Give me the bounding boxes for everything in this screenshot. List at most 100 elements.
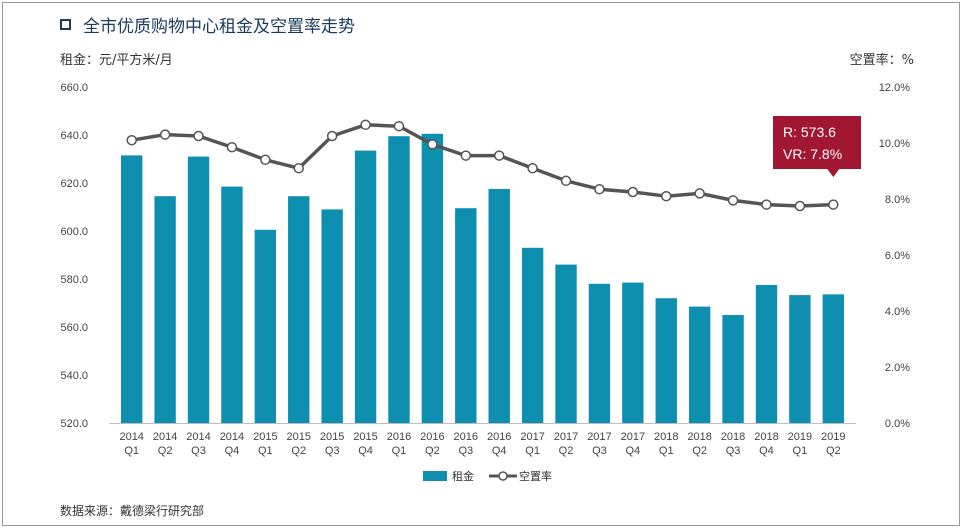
rent-bar <box>822 294 844 423</box>
vacancy-point <box>226 141 238 153</box>
square-bullet-icon <box>60 18 71 30</box>
x-tick-label-year: 2015 <box>353 431 377 443</box>
x-tick-label-quarter: Q3 <box>458 445 473 457</box>
x-tick-label-quarter: Q4 <box>759 445 774 457</box>
vacancy-line <box>131 123 834 208</box>
x-tick-label-quarter: Q2 <box>692 445 707 457</box>
x-tick-label-quarter: Q2 <box>826 445 841 457</box>
right-tick-label: 8.0% <box>885 194 910 206</box>
x-tick-label-quarter: Q1 <box>258 445 273 457</box>
rent-bar <box>154 196 176 423</box>
x-tick-label-quarter: Q2 <box>425 445 440 457</box>
x-tick-label-quarter: Q3 <box>191 445 206 457</box>
rent-bar <box>521 247 544 423</box>
x-tick-label-quarter: Q4 <box>625 445 640 457</box>
rent-bar <box>221 186 243 423</box>
x-tick-label-year: 2019 <box>788 431 812 443</box>
callout-rent-label: R: 573.6 <box>783 124 836 140</box>
vacancy-point <box>627 186 639 198</box>
left-tick-label: 660.0 <box>60 82 88 94</box>
left-tick-label: 520.0 <box>60 418 88 430</box>
left-tick-label: 620.0 <box>60 178 88 190</box>
right-tick-label: 10.0% <box>879 138 910 150</box>
legend-vacancy-marker <box>498 471 508 481</box>
rent-bar <box>254 229 277 423</box>
x-tick-label-year: 2018 <box>754 431 778 443</box>
callout-vacancy-label: VR: 7.8% <box>783 146 842 162</box>
rent-bar <box>455 208 477 423</box>
x-tick-label-quarter: Q1 <box>659 445 674 457</box>
left-tick-label: 600.0 <box>60 226 88 238</box>
vacancy-point <box>360 119 371 131</box>
rent-bar <box>187 156 210 423</box>
x-tick-label-year: 2018 <box>654 431 678 443</box>
x-tick-label-quarter: Q4 <box>225 445 240 457</box>
rent-bar <box>321 209 343 423</box>
vacancy-point <box>159 129 171 140</box>
rent-bar <box>421 133 444 424</box>
x-tick-label-quarter: Q4 <box>492 445 507 457</box>
vacancy-point <box>794 200 806 212</box>
x-tick-label-year: 2017 <box>621 431 645 443</box>
source-note: 数据来源：戴德梁行研究部 <box>60 504 205 518</box>
x-tick-label-quarter: Q2 <box>158 445 173 457</box>
legend-vacancy-label: 空置率 <box>519 469 552 483</box>
x-tick-label-year: 2014 <box>119 431 143 443</box>
x-tick-label-year: 2017 <box>554 431 578 443</box>
rent-bar <box>121 155 143 423</box>
vacancy-point <box>493 150 505 161</box>
vacancy-point <box>260 154 271 166</box>
vacancy-point <box>193 130 204 142</box>
right-tick-label: 2.0% <box>885 362 910 374</box>
x-tick-label-year: 2014 <box>186 431 210 443</box>
right-tick-label: 0.0% <box>885 418 910 430</box>
right-tick-label: 4.0% <box>885 306 910 318</box>
legend-rent-label: 租金 <box>452 469 474 483</box>
x-tick-label-quarter: Q1 <box>124 445 139 457</box>
x-tick-label-year: 2017 <box>520 431 544 443</box>
right-axis-label: 空置率：% <box>849 53 914 68</box>
x-tick-label-year: 2018 <box>721 431 745 443</box>
chart-title: 全市优质购物中心租金及空置率走势 <box>83 16 355 37</box>
vacancy-point <box>293 162 304 174</box>
x-tick-label-year: 2015 <box>287 431 311 443</box>
x-tick-label-year: 2017 <box>587 431 611 443</box>
x-tick-label-year: 2016 <box>454 431 478 443</box>
left-tick-label: 640.0 <box>60 130 88 142</box>
x-tick-label-year: 2014 <box>220 431 244 443</box>
x-tick-label-year: 2016 <box>387 431 411 443</box>
vacancy-point <box>594 183 605 195</box>
vacancy-point <box>661 190 672 202</box>
rent-bar <box>354 150 377 423</box>
x-tick-label-quarter: Q3 <box>325 445 340 457</box>
right-tick-label: 6.0% <box>885 250 910 262</box>
rent-bar <box>388 136 410 423</box>
vacancy-point <box>427 139 438 150</box>
x-tick-label-year: 2018 <box>687 431 711 443</box>
vacancy-point <box>126 134 137 146</box>
x-tick-label-quarter: Q1 <box>793 445 808 457</box>
x-tick-label-year: 2014 <box>153 431 177 443</box>
x-tick-label-quarter: Q1 <box>392 445 407 457</box>
vacancy-point <box>560 175 572 187</box>
x-tick-label-year: 2019 <box>821 431 845 443</box>
x-tick-label-year: 2015 <box>253 431 277 443</box>
vacancy-point <box>393 120 405 132</box>
x-tick-label-year: 2015 <box>320 431 344 443</box>
x-tick-label-quarter: Q1 <box>525 445 540 457</box>
vacancy-point <box>761 199 772 210</box>
right-tick-label: 12.0% <box>879 82 910 94</box>
rent-bar <box>722 315 744 423</box>
rent-bar <box>288 196 310 423</box>
vacancy-point <box>460 150 472 161</box>
callout-box <box>773 116 861 177</box>
x-tick-label-year: 2016 <box>420 431 444 443</box>
vacancy-point <box>828 199 839 210</box>
rent-bar <box>488 189 510 423</box>
vacancy-point <box>694 188 705 199</box>
rent-bar <box>588 283 611 423</box>
left-axis-label: 租金：元/平方米/月 <box>60 53 173 68</box>
legend-rent-swatch <box>423 471 447 481</box>
left-tick-label: 540.0 <box>60 370 88 382</box>
